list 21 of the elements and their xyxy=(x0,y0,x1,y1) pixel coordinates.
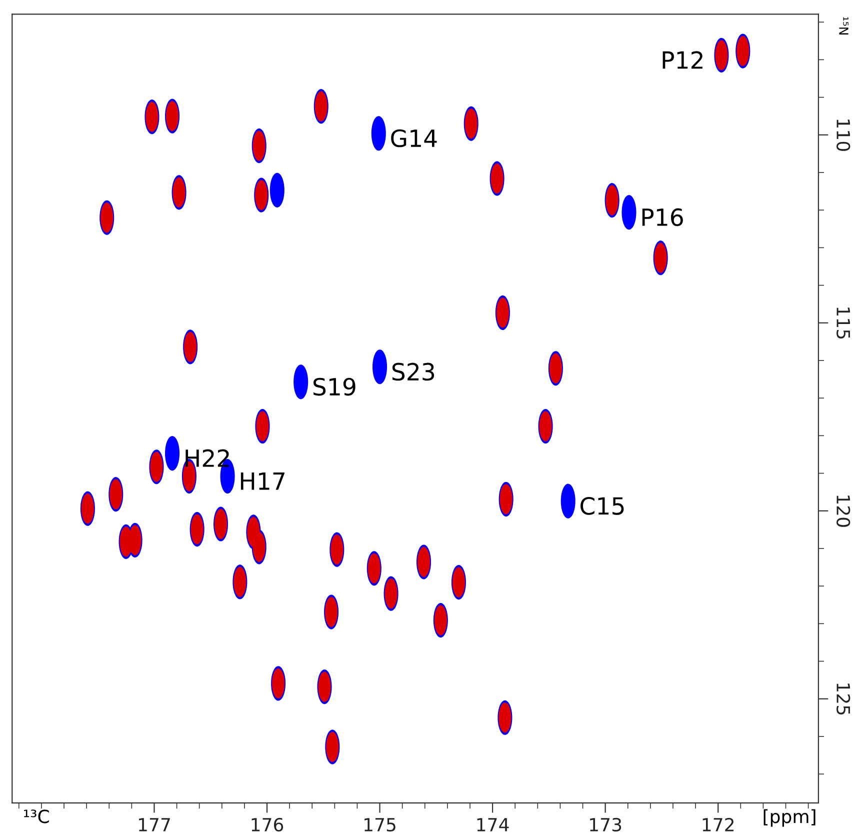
annotation: P16 xyxy=(642,208,683,226)
annotation: S23 xyxy=(392,362,434,381)
y-axis-title: ¹⁵N xyxy=(839,17,848,34)
text: [ppm] xyxy=(764,809,816,827)
x-tick-label: 174 xyxy=(477,818,509,832)
annotation: S19 xyxy=(314,378,356,396)
y-tick-label: 125 xyxy=(836,684,850,714)
x-tick-label: 173 xyxy=(590,818,622,832)
annotation: C15 xyxy=(580,497,624,515)
annotation: P12 xyxy=(662,51,702,69)
x-tick-label: 177 xyxy=(138,818,170,832)
annotation: H17 xyxy=(240,472,284,490)
annotation: H22 xyxy=(186,449,229,467)
y-tick-label: 110 xyxy=(836,120,850,151)
x-tick-label: 176 xyxy=(252,818,284,832)
x-tick-label: 172 xyxy=(702,818,734,832)
annotation: G14 xyxy=(391,129,437,148)
x-axis-title: ¹³C xyxy=(24,810,49,824)
x-tick-label: 175 xyxy=(364,818,396,832)
y-tick-label: 115 xyxy=(836,308,850,339)
y-tick-label: 120 xyxy=(836,496,850,527)
